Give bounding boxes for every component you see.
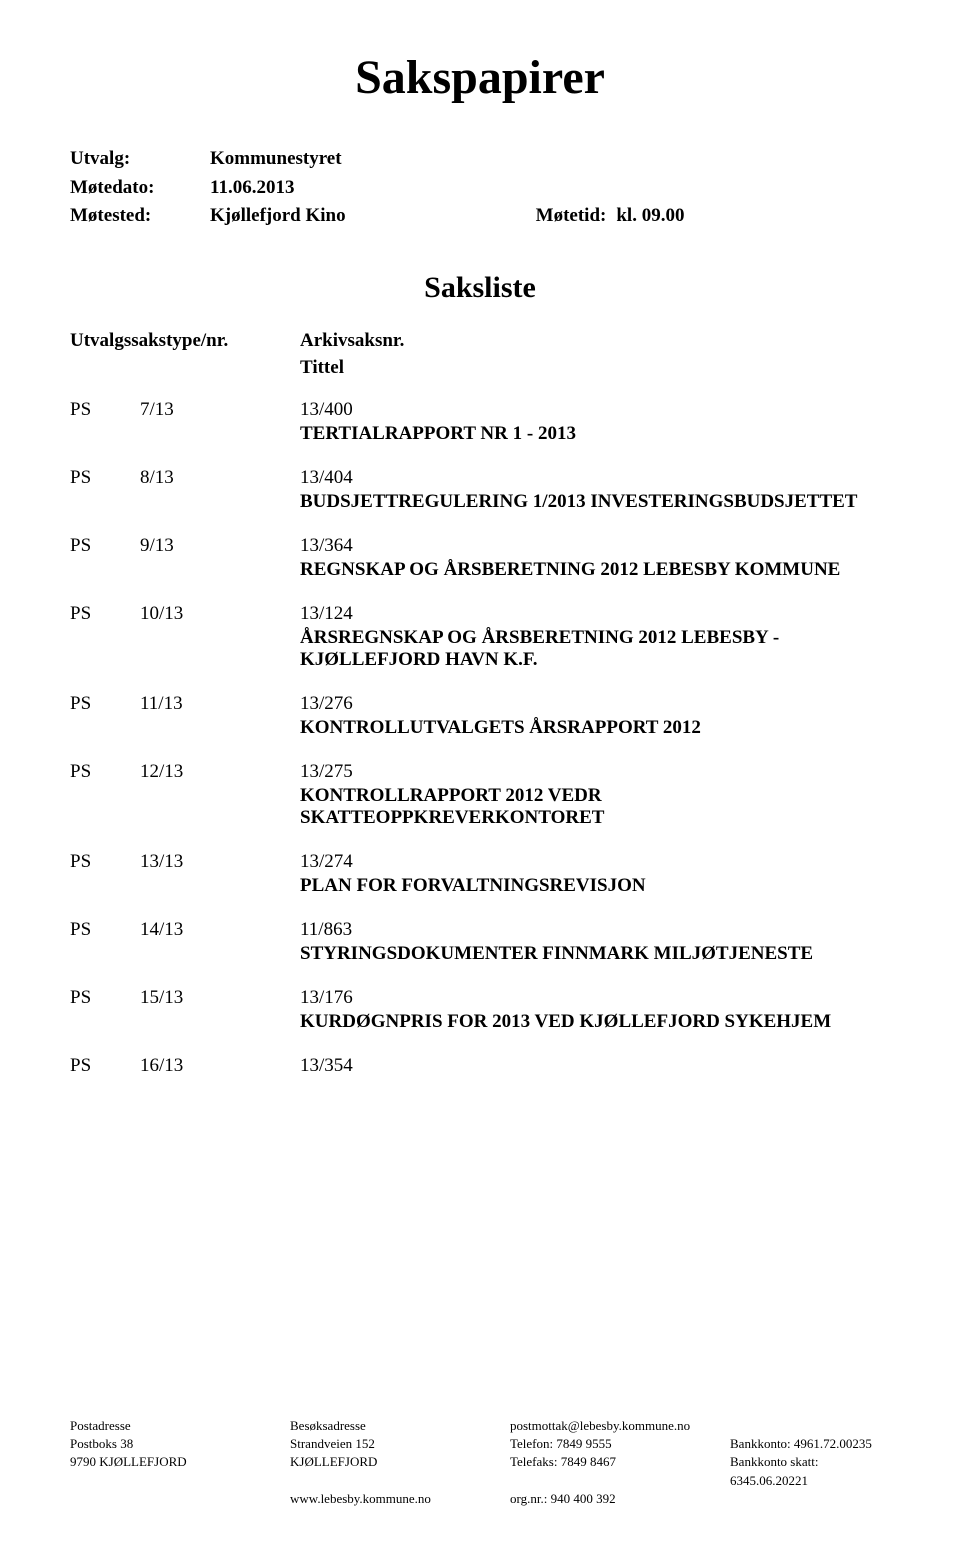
header-type: Utvalgssakstype/nr. [70,330,300,352]
item-ps: PS [70,919,140,965]
item-num: 11/13 [140,693,300,739]
item-ref: 13/176 [300,987,890,1009]
footer-cell: Bankkonto skatt: 6345.06.20221 [730,1453,890,1489]
footer-cell [70,1490,290,1508]
list-item: PS14/1311/863STYRINGSDOKUMENTER FINNMARK… [70,919,890,965]
item-title: REGNSKAP OG ÅRSBERETNING 2012 LEBESBY KO… [300,559,890,581]
item-num: 14/13 [140,919,300,965]
motested-value: Kjøllefjord Kino [210,202,346,231]
item-ps: PS [70,399,140,445]
meta-row-motedato: Møtedato: 11.06.2013 [70,174,890,203]
utvalg-label: Utvalg: [70,145,210,174]
item-content: 11/863STYRINGSDOKUMENTER FINNMARK MILJØT… [300,919,890,965]
footer-cell [730,1490,890,1508]
footer-cell: Bankkonto: 4961.72.00235 [730,1435,890,1453]
item-title: KURDØGNPRIS FOR 2013 VED KJØLLEFJORD SYK… [300,1011,890,1033]
item-ref: 13/364 [300,535,890,557]
saksliste-title: Saksliste [70,271,890,305]
item-content: 13/275KONTROLLRAPPORT 2012 VEDR SKATTEOP… [300,761,890,829]
item-content: 13/274PLAN FOR FORVALTNINGSREVISJON [300,851,890,897]
list-item: PS16/1313/354 [70,1055,890,1077]
list-item: PS12/1313/275KONTROLLRAPPORT 2012 VEDR S… [70,761,890,829]
footer-cell: Telefaks: 7849 8467 [510,1453,730,1489]
item-ref: 13/354 [300,1055,890,1077]
item-ps: PS [70,693,140,739]
motetid-label: Møtetid: [536,202,607,231]
column-header: Utvalgssakstype/nr. Arkivsaksnr. [70,330,890,352]
header-arkiv: Arkivsaksnr. [300,330,450,352]
item-ref: 13/124 [300,603,890,625]
list-item: PS7/1313/400TERTIALRAPPORT NR 1 - 2013 [70,399,890,445]
item-content: 13/364REGNSKAP OG ÅRSBERETNING 2012 LEBE… [300,535,890,581]
footer-cell: KJØLLEFJORD [290,1453,510,1489]
list-item: PS11/1313/276KONTROLLUTVALGETS ÅRSRAPPOR… [70,693,890,739]
motested-label: Møtested: [70,202,210,231]
item-ps: PS [70,535,140,581]
item-ref: 11/863 [300,919,890,941]
item-title: ÅRSREGNSKAP OG ÅRSBERETNING 2012 LEBESBY… [300,627,890,671]
list-item: PS10/1313/124ÅRSREGNSKAP OG ÅRSBERETNING… [70,603,890,671]
meta-section: Utvalg: Kommunestyret Møtedato: 11.06.20… [70,145,890,231]
footer-cell: 9790 KJØLLEFJORD [70,1453,290,1489]
item-title: PLAN FOR FORVALTNINGSREVISJON [300,875,890,897]
footer-cell: Postadresse [70,1417,290,1435]
meta-row-motested: Møtested: Kjøllefjord Kino Møtetid: kl. … [70,202,890,231]
item-num: 13/13 [140,851,300,897]
utvalg-value: Kommunestyret [210,145,342,174]
item-ps: PS [70,1055,140,1077]
list-item: PS13/1313/274PLAN FOR FORVALTNINGSREVISJ… [70,851,890,897]
footer-cell: www.lebesby.kommune.no [290,1490,510,1508]
footer-cell: Besøksadresse [290,1417,510,1435]
item-ref: 13/274 [300,851,890,873]
item-ps: PS [70,467,140,513]
item-title: BUDSJETTREGULERING 1/2013 INVESTERINGSBU… [300,491,890,513]
item-title: KONTROLLUTVALGETS ÅRSRAPPORT 2012 [300,717,890,739]
footer-cell: org.nr.: 940 400 392 [510,1490,730,1508]
header-tittel: Tittel [300,357,890,379]
item-ps: PS [70,761,140,829]
item-content: 13/124ÅRSREGNSKAP OG ÅRSBERETNING 2012 L… [300,603,890,671]
item-num: 16/13 [140,1055,300,1077]
item-title: TERTIALRAPPORT NR 1 - 2013 [300,423,890,445]
item-content: 13/400TERTIALRAPPORT NR 1 - 2013 [300,399,890,445]
item-content: 13/276KONTROLLUTVALGETS ÅRSRAPPORT 2012 [300,693,890,739]
footer-cell: Telefon: 7849 9555 [510,1435,730,1453]
footer-row: 9790 KJØLLEFJORD KJØLLEFJORD Telefaks: 7… [70,1453,890,1489]
footer-row: www.lebesby.kommune.no org.nr.: 940 400 … [70,1490,890,1508]
list-item: PS8/1313/404BUDSJETTREGULERING 1/2013 IN… [70,467,890,513]
item-num: 15/13 [140,987,300,1033]
item-title: KONTROLLRAPPORT 2012 VEDR SKATTEOPPKREVE… [300,785,890,829]
item-ps: PS [70,603,140,671]
footer-cell [730,1417,890,1435]
footer-row: Postadresse Besøksadresse postmottak@leb… [70,1417,890,1435]
item-num: 12/13 [140,761,300,829]
item-num: 9/13 [140,535,300,581]
footer-cell: Postboks 38 [70,1435,290,1453]
item-content: 13/176KURDØGNPRIS FOR 2013 VED KJØLLEFJO… [300,987,890,1033]
item-num: 7/13 [140,399,300,445]
item-num: 10/13 [140,603,300,671]
meta-row-utvalg: Utvalg: Kommunestyret [70,145,890,174]
items-list: PS7/1313/400TERTIALRAPPORT NR 1 - 2013PS… [70,399,890,1077]
list-item: PS15/1313/176KURDØGNPRIS FOR 2013 VED KJ… [70,987,890,1033]
item-ref: 13/400 [300,399,890,421]
footer: Postadresse Besøksadresse postmottak@leb… [70,1417,890,1508]
motedato-value: 11.06.2013 [210,174,294,203]
item-content: 13/404BUDSJETTREGULERING 1/2013 INVESTER… [300,467,890,513]
footer-cell: Strandveien 152 [290,1435,510,1453]
item-ref: 13/404 [300,467,890,489]
footer-cell: postmottak@lebesby.kommune.no [510,1417,730,1435]
motedato-label: Møtedato: [70,174,210,203]
item-num: 8/13 [140,467,300,513]
item-title: STYRINGSDOKUMENTER FINNMARK MILJØTJENEST… [300,943,890,965]
item-ref: 13/276 [300,693,890,715]
item-ps: PS [70,851,140,897]
item-content: 13/354 [300,1055,890,1077]
list-item: PS9/1313/364REGNSKAP OG ÅRSBERETNING 201… [70,535,890,581]
item-ps: PS [70,987,140,1033]
page-title: Sakspapirer [70,50,890,105]
footer-row: Postboks 38 Strandveien 152 Telefon: 784… [70,1435,890,1453]
item-ref: 13/275 [300,761,890,783]
motetid-value: kl. 09.00 [616,202,684,231]
